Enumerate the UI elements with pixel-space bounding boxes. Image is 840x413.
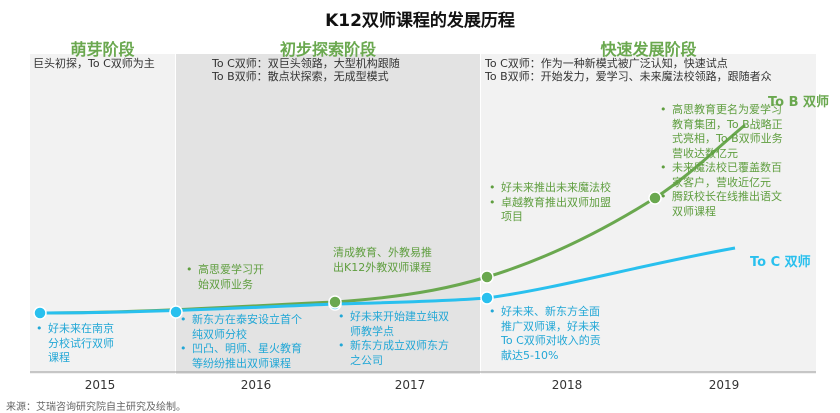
note-line: 卓越教育推出双师加盟 — [501, 195, 611, 209]
event-note: • 新东方在泰安设立首个 纯双师分校 • 凹凸、明师、星火教育 等纷纷推出双师课程 — [180, 313, 302, 370]
note-line: 分校试行双师 — [48, 336, 114, 350]
note-line: 未来魔法校已覆盖数百 — [672, 161, 782, 174]
event-note: • 高思教育更名为爱学习 教育集团，To B战略正 式亮相，To B双师业务 营收… — [660, 103, 783, 218]
note-line: 好未来推出未来魔法校 — [501, 181, 611, 194]
note-line: 等纷纷推出双师课程 — [192, 356, 291, 370]
tob-point-2019 — [648, 191, 662, 205]
note-line: 腾跃校长在线推出语文 — [672, 190, 782, 203]
note-line: 新东方在泰安设立首个 — [192, 313, 302, 326]
tob-series-label: To B 双师 — [768, 95, 830, 110]
note-line: 新东方成立双师东方 — [350, 339, 449, 352]
event-note: • 好未来开始建立纯双 师教学点 • 新东方成立双师东方 之公司 — [338, 310, 449, 367]
note-line: 营收达数亿元 — [672, 146, 738, 160]
stage1-desc-line: 巨头初探，To C双师为主 — [33, 57, 155, 70]
year-label-2015: 2015 — [84, 378, 116, 392]
stage3-panel — [481, 54, 816, 374]
year-label-2019: 2019 — [708, 378, 740, 392]
toc-point-2015 — [33, 306, 47, 320]
note-line: 课程 — [48, 351, 70, 364]
note-line: 出K12外教双师课程 — [333, 260, 432, 274]
stage2-desc-line: To C双师：双巨头领路，大型机构跟随 — [212, 57, 400, 70]
note-line: To C双师对收入的贡 — [501, 334, 601, 347]
toc-series-label: To C 双师 — [750, 255, 811, 270]
note-line: 凹凸、明师、星火教育 — [192, 342, 302, 355]
toc-point-2016 — [169, 305, 183, 319]
stage3-desc: To C双师：作为一种新模式被广泛认知，快速试点 To B双师：开始发力，爱学习… — [485, 57, 815, 83]
note-line: 之公司 — [350, 353, 383, 367]
event-note: • 好未来推出未来魔法校 • 卓越教育推出双师加盟 项目 — [489, 181, 611, 223]
stage3-desc-line: To C双师：作为一种新模式被广泛认知，快速试点 — [485, 57, 728, 70]
event-note: 清成教育、外教易推 出K12外教双师课程 — [333, 246, 432, 275]
note-line: 始双师业务 — [198, 277, 253, 291]
year-label-2016: 2016 — [240, 378, 272, 392]
note-line: 高思教育更名为爱学习 — [672, 103, 782, 116]
event-note: • 好未来、新东方全面 推广双师课，好未来 To C双师对收入的贡 献达5-10% — [489, 305, 601, 362]
source-note: 来源：艾瑞咨询研究院自主研究及绘制。 — [6, 402, 186, 413]
page-title: K12双师课程的发展历程 — [325, 11, 515, 31]
note-line: 清成教育、外教易推 — [333, 246, 432, 259]
note-line: 高思爱学习开 — [198, 263, 264, 276]
tob-point-2017 — [328, 295, 342, 309]
note-line: 师教学点 — [350, 324, 394, 338]
note-line: 式亮相，To B双师业务 — [672, 132, 783, 145]
note-line: 教育集团，To B战略正 — [672, 117, 783, 131]
year-label-2018: 2018 — [551, 378, 583, 392]
stage1-panel — [30, 54, 175, 374]
stage3-title: 快速发展阶段 — [600, 40, 697, 59]
note-line: 好未来、新东方全面 — [501, 305, 600, 318]
note-line: 好未来在南京 — [48, 322, 114, 335]
event-note: • 好未来在南京 分校试行双师 课程 — [36, 322, 114, 364]
note-line: 好未来开始建立纯双 — [350, 310, 449, 323]
note-line: 双师课程 — [672, 204, 716, 218]
event-note: • 高思爱学习开 始双师业务 — [186, 263, 264, 291]
stage2-desc: To C双师：双巨头领路，大型机构跟随 To B双师：散点状探索，无成型模式 — [212, 57, 400, 83]
note-line: 献达5-10% — [501, 348, 559, 362]
note-line: 纯双师分校 — [192, 327, 247, 341]
stage1-desc: 巨头初探，To C双师为主 — [33, 57, 155, 70]
stage2-title: 初步探索阶段 — [279, 40, 376, 59]
note-line: 推广双师课，好未来 — [501, 319, 600, 333]
toc-point-2018 — [480, 291, 494, 305]
note-line: 项目 — [501, 210, 523, 223]
stage1-title: 萌芽阶段 — [70, 40, 135, 59]
stage3-desc-line: To B双师：开始发力，爱学习、未来魔法校领路，跟随者众 — [485, 70, 772, 83]
stage2-panel — [176, 54, 480, 374]
stage2-desc-line: To B双师：散点状探索，无成型模式 — [212, 70, 389, 83]
tob-curve — [39, 123, 746, 315]
note-line: 家客户，营收近亿元 — [672, 175, 771, 189]
tob-point-2018 — [480, 270, 494, 284]
year-label-2017: 2017 — [394, 378, 426, 392]
